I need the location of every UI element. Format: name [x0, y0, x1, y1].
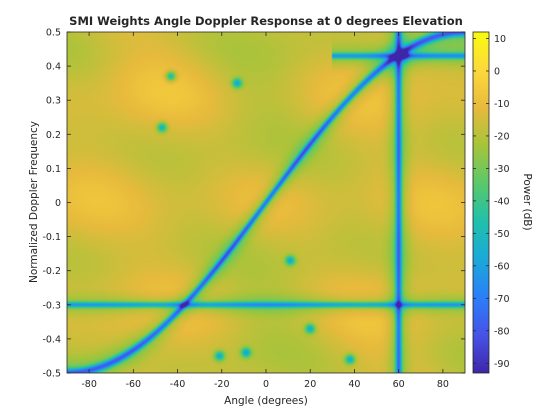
colorbar-tick-label: -50: [494, 229, 510, 240]
x-tick-label: -40: [170, 379, 186, 390]
x-tick-label: 80: [437, 379, 449, 390]
y-tick-label: 0.4: [46, 62, 61, 73]
y-tick-label: 0.3: [46, 96, 61, 107]
y-tick-label: -0.1: [42, 232, 61, 243]
colorbar-tick-label: -40: [494, 196, 510, 207]
colorbar-tick-label: -30: [494, 164, 510, 175]
x-tick-label: -60: [126, 379, 142, 390]
y-tick-label: 0.2: [46, 130, 61, 141]
x-tick-label: 0: [263, 379, 269, 390]
x-tick-label: 60: [393, 379, 405, 390]
colorbar-tick-label: 10: [494, 34, 506, 45]
plot-area: [66, 31, 466, 374]
colorbar-tick-label: -90: [494, 359, 510, 370]
chart-title: SMI Weights Angle Doppler Response at 0 …: [69, 14, 463, 28]
y-axis: -0.5 -0.4 -0.3 -0.2 -0.1 0 0.1 0.2 0.3 0.4 0.5: [42, 28, 465, 380]
colorbar-tick-label: 0: [494, 66, 500, 77]
x-tick-label: -20: [214, 379, 230, 390]
colorbar-tick-label: -70: [494, 294, 510, 305]
y-axis-label: Normalized Doppler Frequency: [28, 121, 40, 283]
heatmap-canvas: [67, 32, 465, 373]
colorbar-ticks: 10 0 -10 -20 -30 -40 -50 -60 -70 -80 -90: [473, 34, 510, 370]
y-tick-label: 0.1: [46, 164, 61, 175]
colorbar-tick-label: -20: [494, 131, 510, 142]
y-tick-label: -0.5: [42, 369, 61, 380]
y-tick-label: 0: [55, 198, 61, 209]
y-tick-label: 0.5: [46, 28, 61, 39]
colorbar-label: Power (dB): [521, 173, 533, 230]
colorbar-tick-label: -60: [494, 261, 510, 272]
x-axis-label: Angle (degrees): [224, 395, 308, 407]
colorbar-gradient: [472, 31, 490, 374]
x-tick-label: -80: [81, 379, 97, 390]
y-tick-label: -0.4: [42, 334, 61, 345]
y-tick-label: -0.2: [42, 266, 61, 277]
colorbar-tick-label: -10: [494, 99, 510, 110]
x-tick-label: 40: [348, 379, 360, 390]
colorbar: 10 0 -10 -20 -30 -40 -50 -60 -70 -80 -90 Power (dB…: [472, 31, 533, 374]
x-tick-label: 20: [304, 379, 316, 390]
x-axis: -80 -60 -40 -20 0 20 40 60 80: [81, 32, 449, 390]
colorbar-tick-label: -80: [494, 326, 510, 337]
y-tick-label: -0.3: [42, 300, 61, 311]
